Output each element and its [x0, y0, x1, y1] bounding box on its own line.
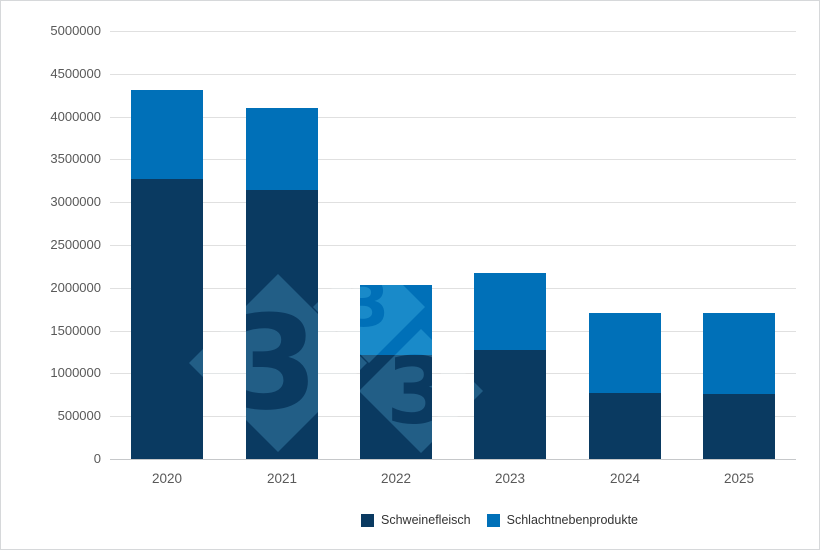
- gridline: [110, 74, 796, 75]
- legend-label-schlachtnebenprodukte: Schlachtnebenprodukte: [506, 513, 638, 527]
- gridline: [110, 31, 796, 32]
- x-tick-label-2022: 2022: [380, 471, 412, 486]
- x-tick-label-2025: 2025: [723, 471, 755, 486]
- x-tick-label-2021: 2021: [266, 471, 298, 486]
- bar-2024-schweinefleisch: [589, 392, 661, 459]
- gridline: [110, 159, 796, 160]
- y-tick-label: 0: [93, 451, 101, 466]
- bar-2021-schlachtnebenprodukte: [246, 108, 318, 191]
- y-tick-label: 3500000: [50, 151, 101, 166]
- bar-2024-schlachtnebenprodukte: [589, 312, 661, 393]
- bar-2025-schweinefleisch: [703, 394, 775, 459]
- y-tick-label: 4500000: [50, 66, 101, 81]
- y-tick-label: 500000: [57, 408, 101, 423]
- y-tick-label: 1500000: [50, 323, 101, 338]
- zero-baseline: [110, 459, 796, 460]
- gridline: [110, 331, 796, 332]
- y-tick-label: 2000000: [50, 280, 101, 295]
- bar-2022-schlachtnebenprodukte: [360, 285, 432, 356]
- x-tick-label-2023: 2023: [494, 471, 526, 486]
- gridline: [110, 117, 796, 118]
- x-tick-label-2020: 2020: [151, 471, 183, 486]
- legend-label-schweinefleisch: Schweinefleisch: [381, 513, 471, 527]
- legend-item-schweinefleisch: Schweinefleisch: [361, 513, 471, 527]
- legend-swatch-schweinefleisch: [361, 513, 374, 527]
- bar-2022-schweinefleisch: [360, 355, 432, 459]
- bar-2023-schlachtnebenprodukte: [474, 273, 546, 351]
- gridline: [110, 288, 796, 289]
- y-tick-label: 2500000: [50, 237, 101, 252]
- gridline: [110, 245, 796, 246]
- y-tick-label: 3000000: [50, 194, 101, 209]
- bar-2020-schlachtnebenprodukte: [131, 89, 203, 179]
- bar-2020-schweinefleisch: [131, 178, 203, 459]
- legend-swatch-schlachtnebenprodukte: [486, 513, 500, 527]
- legend: Schweinefleisch Schlachtnebenprodukte: [361, 513, 638, 527]
- bar-2023-schweinefleisch: [474, 350, 546, 459]
- gridline: [110, 373, 796, 374]
- gridline: [110, 202, 796, 203]
- y-tick-label: 1000000: [50, 365, 101, 380]
- bar-2025-schlachtnebenprodukte: [703, 313, 775, 395]
- bar-2021-schweinefleisch: [246, 190, 318, 459]
- legend-item-schlachtnebenprodukte: Schlachtnebenprodukte: [486, 513, 638, 527]
- y-tick-label: 5000000: [50, 23, 101, 38]
- x-tick-label-2024: 2024: [609, 471, 641, 486]
- y-tick-label: 4000000: [50, 109, 101, 124]
- gridline: [110, 416, 796, 417]
